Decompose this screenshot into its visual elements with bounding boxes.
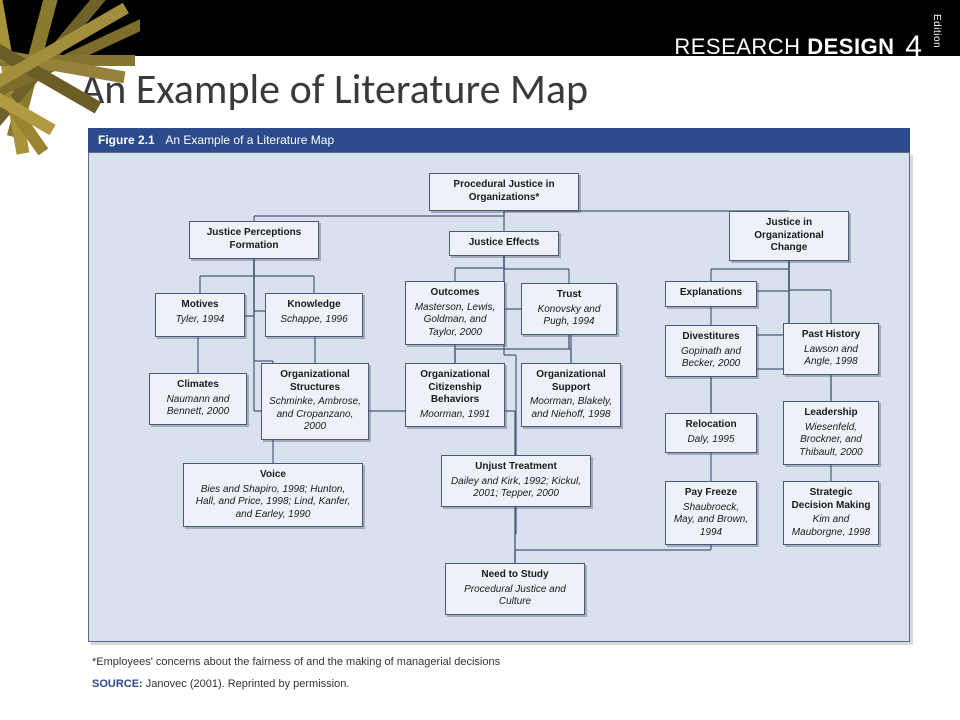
node-payfreeze: Pay Freeze Shaubroeck, May, and Brown, 19… bbox=[665, 481, 757, 545]
footnote-source: SOURCE: Janovec (2001). Reprinted by per… bbox=[92, 678, 349, 690]
brand-edition-label: Edition bbox=[931, 14, 942, 48]
node-outcomes: Outcomes Masterson, Lewis, Goldman, and T… bbox=[405, 281, 505, 345]
brand-text-2: DESIGN bbox=[807, 34, 894, 59]
node-motives: Motives Tyler, 1994 bbox=[155, 293, 245, 337]
node-need: Need to Study Procedural Justice and Cult… bbox=[445, 563, 585, 615]
node-sdm: Strategic Decision MakingKim and Mauborg… bbox=[783, 481, 879, 545]
figure-caption-text: An Example of a Literature Map bbox=[165, 133, 334, 147]
node-citation: Daly, 1995 bbox=[672, 434, 750, 447]
node-title: Organizational Support bbox=[528, 369, 614, 394]
node-title: Justice Effects bbox=[456, 237, 552, 250]
node-title: Justice Perceptions Formation bbox=[196, 227, 312, 252]
source-text: Janovec (2001). Reprinted by permission. bbox=[143, 678, 350, 690]
node-title: Divestitures bbox=[672, 331, 750, 344]
node-voice: Voice Bies and Shapiro, 1998; Hunton, Hal… bbox=[183, 463, 363, 527]
node-citation: Kim and Mauborgne, 1998 bbox=[790, 514, 872, 539]
node-pasthist: Past History Lawson and Angle, 1998 bbox=[783, 323, 879, 375]
node-reloc: Relocation Daly, 1995 bbox=[665, 413, 757, 453]
node-title: Past History bbox=[790, 329, 872, 342]
node-unjust: Unjust Treatment Dailey and Kirk, 1992; K… bbox=[441, 455, 591, 507]
node-citation: Moorman, 1991 bbox=[412, 409, 498, 422]
slide-title: An Example of Literature Map bbox=[80, 64, 588, 115]
node-title: Pay Freeze bbox=[672, 487, 750, 500]
node-title: Strategic Decision Making bbox=[790, 487, 872, 512]
node-jpf: Justice Perceptions Formation bbox=[189, 221, 319, 259]
node-title: Trust bbox=[528, 289, 610, 302]
node-citation: Dailey and Kirk, 1992; Kickul, 2001; Tep… bbox=[448, 476, 584, 501]
node-title: Knowledge bbox=[272, 299, 356, 312]
node-orgstruct: Organizational StructuresSchminke, Ambro… bbox=[261, 363, 369, 440]
node-divest: Divestitures Gopinath and Becker, 2000 bbox=[665, 325, 757, 377]
node-citation: Konovsky and Pugh, 1994 bbox=[528, 304, 610, 329]
node-title: Organizational Citizenship Behaviors bbox=[412, 369, 498, 407]
node-citation: Tyler, 1994 bbox=[162, 314, 238, 327]
source-label: SOURCE: bbox=[92, 678, 143, 690]
node-knowledge: Knowledge Schappe, 1996 bbox=[265, 293, 363, 337]
node-title: Climates bbox=[156, 379, 240, 392]
node-citation: Schminke, Ambrose, and Cropanzano, 2000 bbox=[268, 396, 362, 434]
footnote-asterisk: *Employees' concerns about the fairness … bbox=[92, 656, 500, 668]
node-title: Procedural Justice in Organizations* bbox=[436, 179, 572, 204]
node-citation: Masterson, Lewis, Goldman, and Taylor, 2… bbox=[412, 302, 498, 340]
figure-caption-bar: Figure 2.1 An Example of a Literature Ma… bbox=[88, 128, 910, 152]
node-citation: Bies and Shapiro, 1998; Hunton, Hall, an… bbox=[190, 484, 356, 522]
node-explan: Explanations bbox=[665, 281, 757, 307]
node-citation: Procedural Justice and Culture bbox=[452, 584, 578, 609]
node-title: Need to Study bbox=[452, 569, 578, 582]
node-citation: Gopinath and Becker, 2000 bbox=[672, 346, 750, 371]
brand-edition-number: 4 bbox=[905, 30, 922, 63]
node-citation: Naumann and Bennett, 2000 bbox=[156, 394, 240, 419]
literature-map-diagram: Procedural Justice in Organizations* Just… bbox=[88, 152, 910, 642]
node-orgsupport: Organizational SupportMoorman, Blakely, … bbox=[521, 363, 621, 427]
node-root: Procedural Justice in Organizations* bbox=[429, 173, 579, 211]
node-joc: Justice in Organizational Change bbox=[729, 211, 849, 261]
node-title: Justice in Organizational Change bbox=[736, 217, 842, 255]
node-citation: Shaubroeck, May, and Brown, 1994 bbox=[672, 502, 750, 540]
decorative-sticks-image bbox=[0, 0, 140, 220]
node-citation: Lawson and Angle, 1998 bbox=[790, 344, 872, 369]
node-citation: Moorman, Blakely, and Niehoff, 1998 bbox=[528, 396, 614, 421]
node-title: Explanations bbox=[672, 287, 750, 300]
node-title: Voice bbox=[190, 469, 356, 482]
node-title: Motives bbox=[162, 299, 238, 312]
node-title: Relocation bbox=[672, 419, 750, 432]
node-citation: Wiesenfeld, Brockner, and Thibault, 2000 bbox=[790, 422, 872, 460]
node-title: Outcomes bbox=[412, 287, 498, 300]
node-title: Organizational Structures bbox=[268, 369, 362, 394]
node-je: Justice Effects bbox=[449, 231, 559, 256]
node-trust: Trust Konovsky and Pugh, 1994 bbox=[521, 283, 617, 335]
node-ocb: Organizational Citizenship Behaviors Moor… bbox=[405, 363, 505, 427]
node-title: Leadership bbox=[790, 407, 872, 420]
node-title: Unjust Treatment bbox=[448, 461, 584, 474]
brand-text-1: RESEARCH bbox=[674, 34, 800, 59]
node-citation: Schappe, 1996 bbox=[272, 314, 356, 327]
node-leadership: Leadership Wiesenfeld, Brockner, and Thib… bbox=[783, 401, 879, 465]
brand-logo: RESEARCH DESIGN 4 Edition bbox=[674, 14, 942, 64]
node-climates: Climates Naumann and Bennett, 2000 bbox=[149, 373, 247, 425]
